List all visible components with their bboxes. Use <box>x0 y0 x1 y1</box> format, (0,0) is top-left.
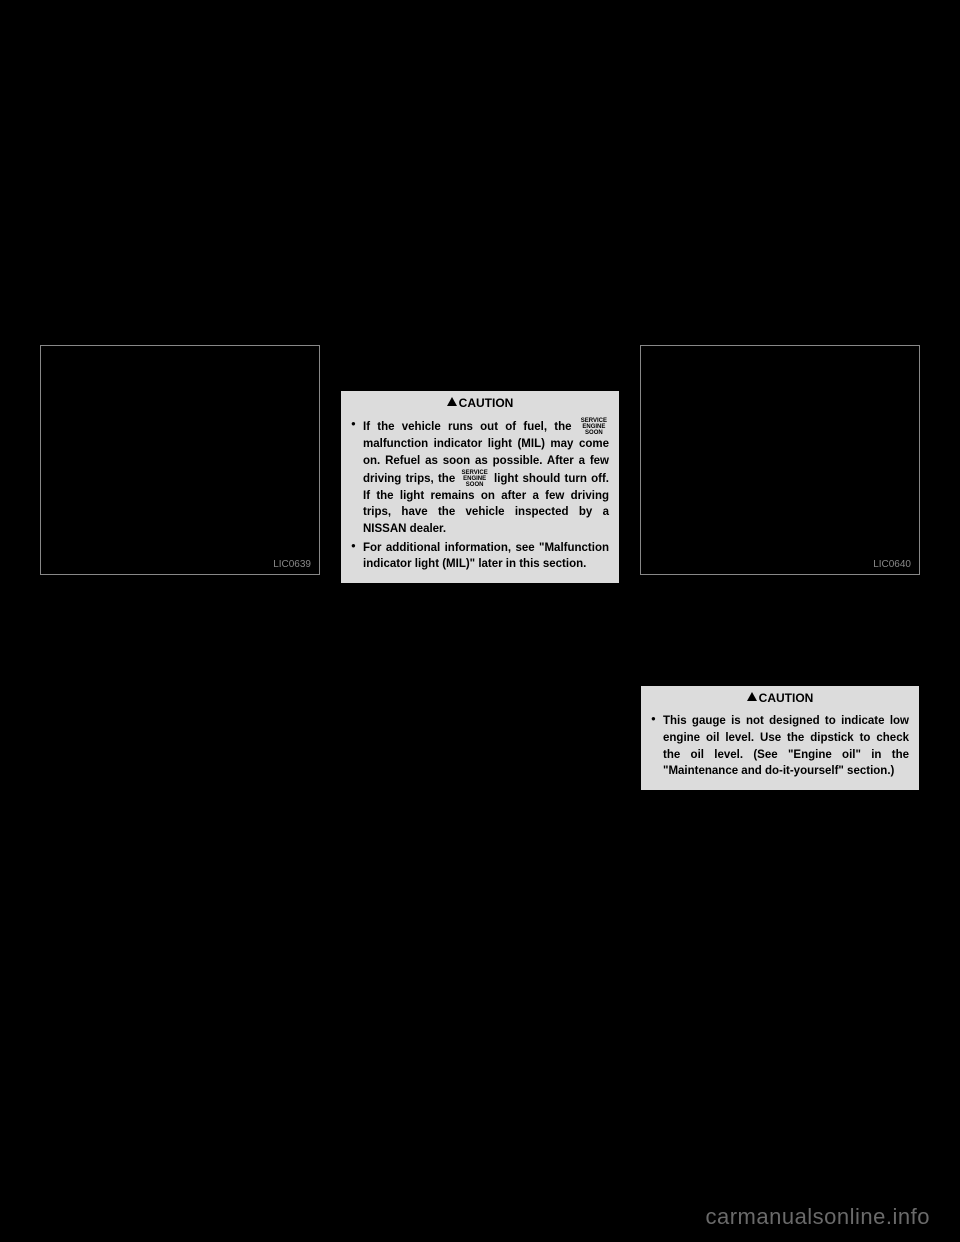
caution-title: CAUTION <box>759 691 814 705</box>
service-engine-soon-icon: SERVICE ENGINE SOON <box>579 418 609 436</box>
figure-placeholder-2: LIC0640 <box>640 345 920 575</box>
caution-bullet: This gauge is not designed to indicate l… <box>651 713 909 780</box>
bullet-text: For additional information, see "Malfunc… <box>363 542 609 571</box>
caution-box-mil: CAUTION If the vehicle runs out of fuel,… <box>340 390 620 584</box>
caution-box-oil: CAUTION This gauge is not designed to in… <box>640 685 920 791</box>
page-content: LIC0639 CAUTION If the vehicle runs out … <box>40 345 920 791</box>
caution-body: If the vehicle runs out of fuel, the SER… <box>341 416 619 583</box>
caution-header: CAUTION <box>341 391 619 416</box>
caution-title: CAUTION <box>459 396 514 410</box>
figure-placeholder-1: LIC0639 <box>40 345 320 575</box>
column-3: LIC0640 CAUTION This gauge is not design… <box>640 345 920 791</box>
figure-label: LIC0639 <box>273 559 311 570</box>
caution-body: This gauge is not designed to indicate l… <box>641 711 919 790</box>
warning-triangle-icon <box>747 692 757 701</box>
bullet-text: If the vehicle runs out of fuel, the <box>363 421 572 433</box>
column-1: LIC0639 <box>40 345 320 791</box>
figure-label: LIC0640 <box>873 559 911 570</box>
service-engine-soon-icon: SERVICE ENGINE SOON <box>460 470 490 488</box>
caution-header: CAUTION <box>641 686 919 711</box>
caution-bullet-1: If the vehicle runs out of fuel, the SER… <box>351 418 609 537</box>
bullet-text: This gauge is not designed to indicate l… <box>663 715 909 777</box>
column-2: CAUTION If the vehicle runs out of fuel,… <box>340 345 620 791</box>
warning-triangle-icon <box>447 397 457 406</box>
watermark: carmanualsonline.info <box>705 1204 930 1230</box>
caution-bullet-2: For additional information, see "Malfunc… <box>351 540 609 573</box>
